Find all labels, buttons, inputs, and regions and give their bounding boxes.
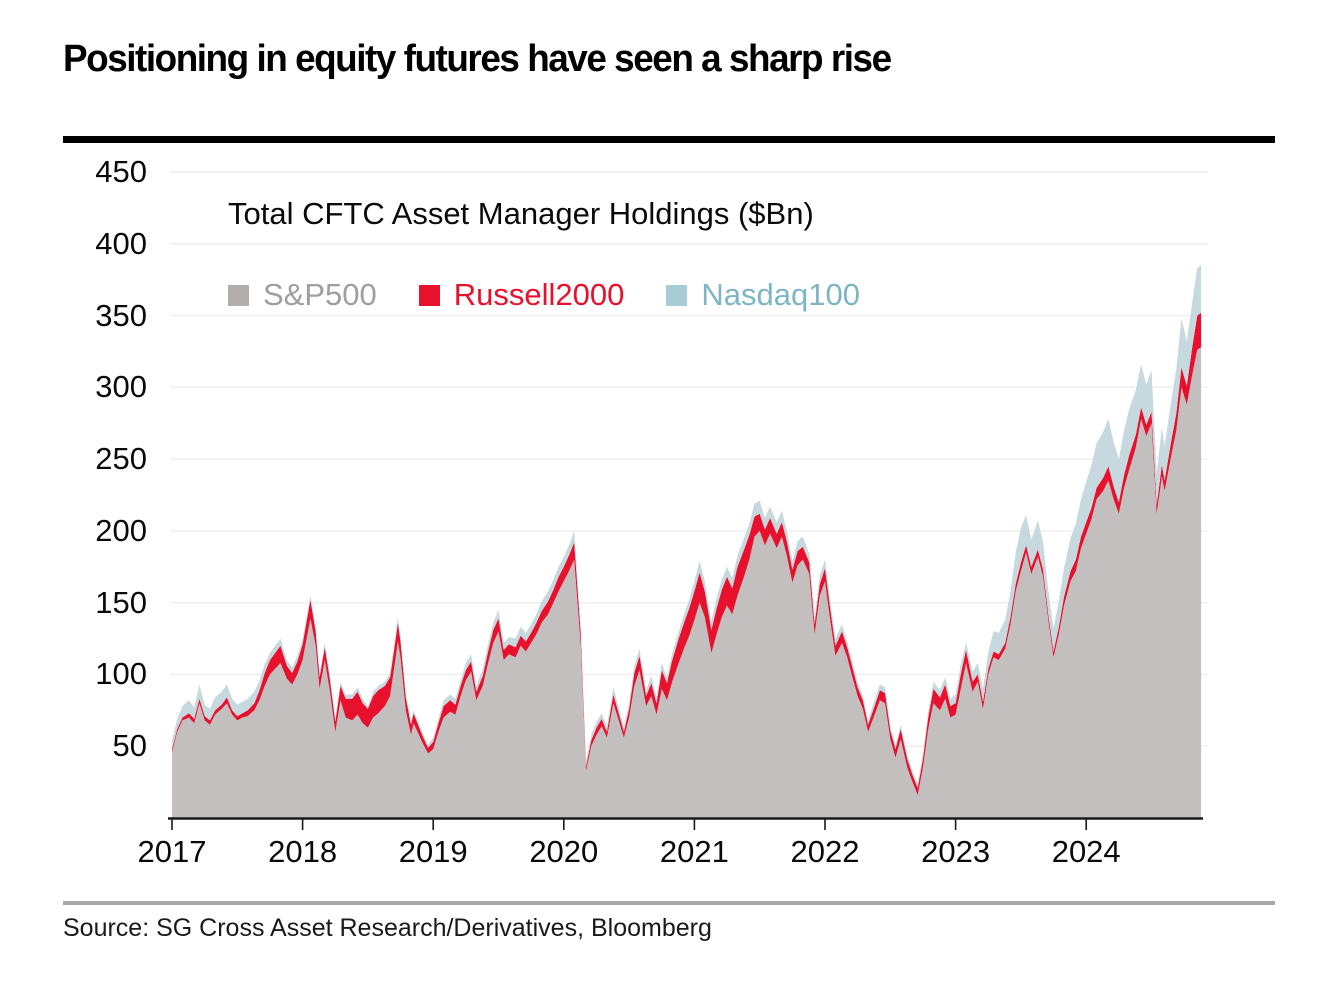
y-tick-label-300: 300 [95,369,147,405]
y-tick-label-400: 400 [95,225,147,261]
y-tick-label-150: 150 [95,584,147,620]
y-tick-label-200: 200 [95,512,147,548]
chart-legend: S&P500 Russell2000 Nasdaq100 [228,277,860,313]
x-tick-label-2018: 2018 [268,834,338,869]
x-tick-label-2019: 2019 [398,834,468,869]
chart-subtitle: Total CFTC Asset Manager Holdings ($Bn) [228,196,814,231]
nasdaq100-swatch-icon [666,284,688,306]
legend-item-sp500: S&P500 [228,277,377,313]
bottom-divider-rule [63,901,1275,905]
russell2000-swatch-icon [418,284,440,306]
x-tick-label-2017: 2017 [137,834,207,869]
legend-item-russell2000: Russell2000 [418,277,625,313]
y-tick-label-350: 350 [95,297,147,333]
legend-item-nasdaq100: Nasdaq100 [666,277,860,313]
legend-label-nasdaq100: Nasdaq100 [701,277,860,312]
page-title: Positioning in equity futures have seen … [63,38,892,80]
x-tick-label-2020: 2020 [529,834,599,869]
legend-label-russell2000: Russell2000 [453,277,625,312]
sp500-swatch-icon [228,284,249,306]
top-divider-rule [63,136,1275,143]
legend-label-sp500: S&P500 [263,277,377,312]
x-tick-label-2024: 2024 [1051,834,1121,869]
y-tick-label-450: 450 [95,153,147,189]
area-sp500 [172,347,1202,818]
x-tick-label-2023: 2023 [921,834,991,869]
x-tick-label-2021: 2021 [659,834,729,869]
y-tick-label-250: 250 [95,441,147,477]
y-tick-label-100: 100 [95,656,147,692]
x-tick-label-2022: 2022 [790,834,860,869]
y-tick-label-50: 50 [112,728,147,764]
source-note: Source: SG Cross Asset Research/Derivati… [63,914,712,942]
